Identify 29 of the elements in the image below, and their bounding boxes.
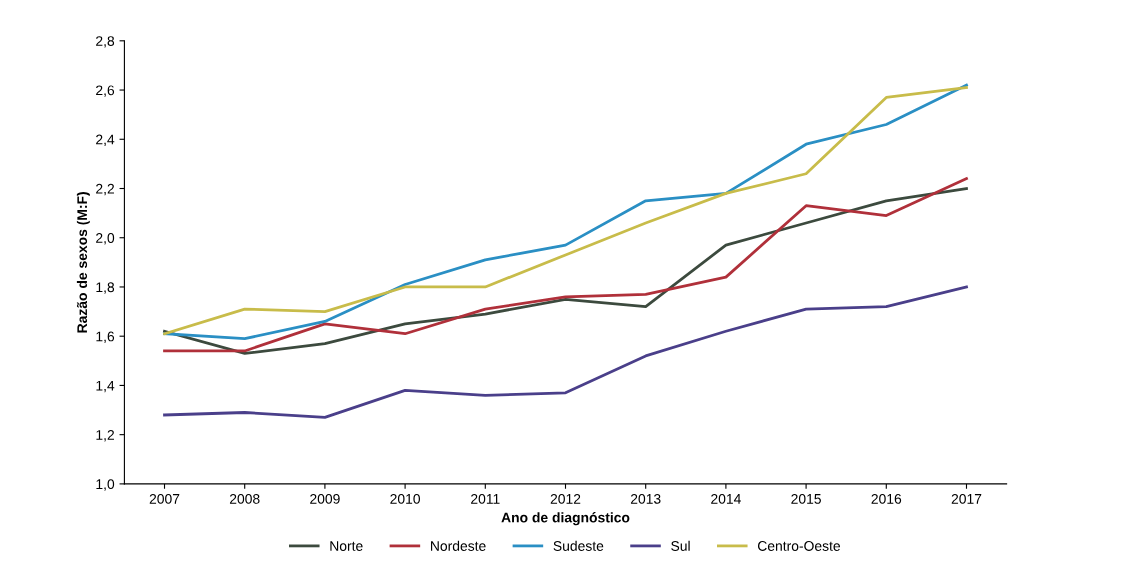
- legend-label: Norte: [330, 541, 363, 551]
- y-tick-label: 2,2: [96, 183, 114, 196]
- x-tick-label: 2017: [951, 493, 982, 504]
- y-tick-label: 1,0: [96, 479, 115, 491]
- y-tick-label: 2,8: [96, 36, 115, 48]
- x-tick-label: 2009: [310, 493, 340, 504]
- x-tick-label: 2010: [390, 493, 421, 504]
- legend-label: Centro-Oeste: [757, 541, 841, 551]
- y-tick-label: 1,2: [96, 429, 114, 442]
- y-tick-label: 1,8: [96, 282, 115, 294]
- y-tick-label: 1,6: [96, 331, 115, 344]
- legend-label: Sudeste: [553, 540, 604, 551]
- y-tick-label: 2,0: [96, 233, 115, 245]
- legend-label: Nordeste: [431, 540, 486, 551]
- x-tick-label: 2012: [550, 493, 581, 504]
- y-tick-label: 2,4: [96, 134, 115, 147]
- legend-label: Sul: [671, 540, 690, 551]
- y-tick-label: 2,6: [96, 85, 115, 97]
- x-tick-label: 2007: [149, 493, 180, 504]
- x-tick-label: 2016: [871, 493, 902, 504]
- line-series: [163, 285, 968, 419]
- x-tick-label: 2011: [471, 493, 500, 504]
- x-axis-title: Ano de diagnóstico: [501, 512, 630, 526]
- y-tick-label: 1,4: [96, 380, 115, 393]
- x-tick-label: 2015: [791, 493, 821, 504]
- x-tick-label: 2013: [630, 493, 661, 504]
- y-axis-title: Razão de sexos (M:F): [76, 192, 90, 333]
- x-tick-label: 2008: [229, 493, 260, 504]
- x-tick-label: 2014: [711, 493, 741, 504]
